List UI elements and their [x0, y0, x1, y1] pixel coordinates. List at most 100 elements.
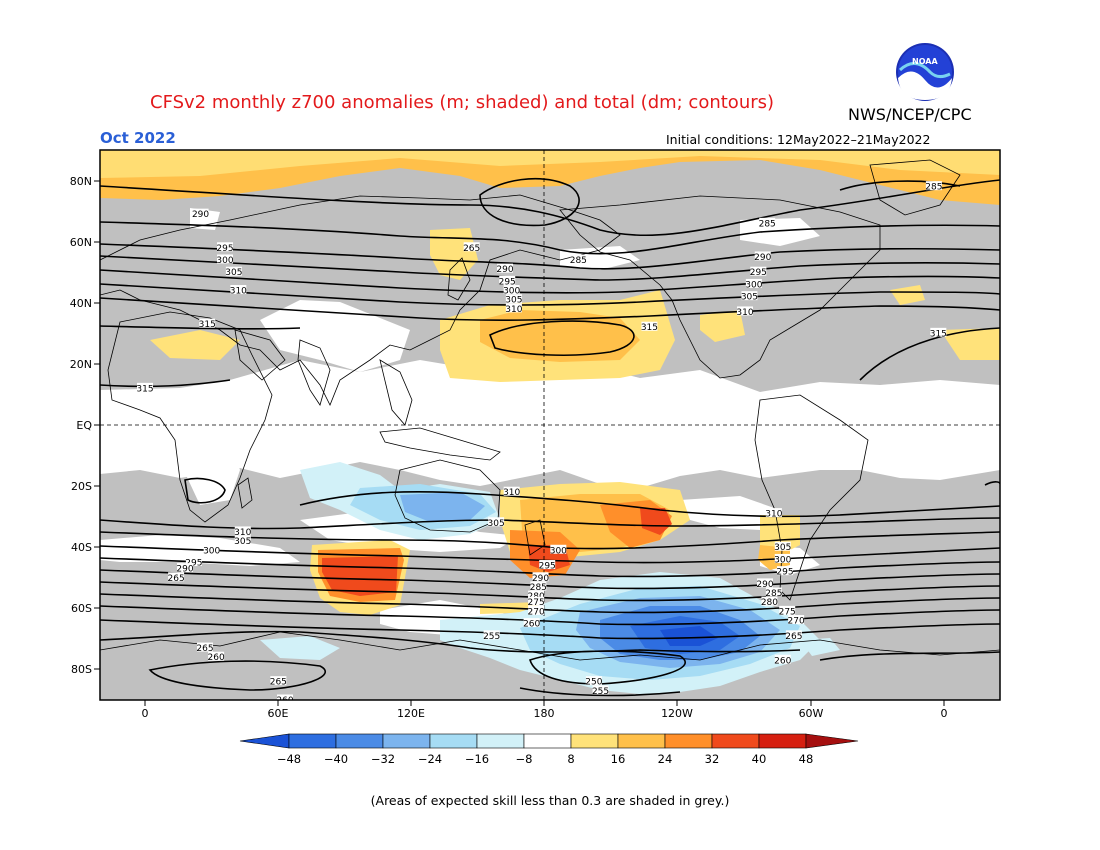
map-panel: 2852902953003053103153152652902953003053… [100, 150, 1000, 700]
contour-label-bg [765, 587, 782, 597]
contour-label: 305 [774, 543, 791, 553]
coast-north-america [559, 195, 881, 379]
contour-label: 295 [216, 244, 233, 254]
contour-label-bg [234, 535, 251, 545]
lon-label: 60E [268, 707, 289, 720]
colorbar-bin [476, 733, 525, 749]
contour-label-bg [203, 544, 220, 554]
contour-label: 260 [208, 653, 225, 663]
contour-label-bg [199, 318, 216, 328]
contour-label-bg [741, 291, 758, 301]
contour-label: 275 [528, 598, 545, 608]
contour-label-bg [532, 572, 549, 582]
contour-label-bg [503, 486, 520, 496]
contour-labels: 2852902953003053103153152652902953003053… [136, 181, 947, 700]
colorbar-bin [617, 733, 666, 749]
colorbar-bin [335, 733, 384, 749]
contour-label-bg [759, 217, 776, 227]
lat-label: 20N [70, 358, 92, 371]
colorbar-bin [429, 733, 478, 749]
contour-label: 290 [496, 265, 513, 275]
colorbar-label: 24 [658, 752, 673, 766]
noaa-logo-text: NOAA [912, 57, 938, 66]
colorbar-label: −24 [418, 752, 442, 766]
colorbar-label: −8 [516, 752, 533, 766]
coast-eurasia [100, 194, 621, 406]
latitude-labels: 80N 60N 40N 20N EQ 20S 40S 60S 80S [70, 175, 93, 676]
contour-label-bg [463, 242, 480, 252]
contour-label-bg [192, 208, 209, 218]
contour-label-bg [488, 517, 505, 527]
contour-label-bg [788, 615, 805, 625]
contour-label: 265 [270, 678, 287, 688]
colorbar-label: 8 [567, 752, 574, 766]
contour-label-bg [774, 654, 791, 664]
contour-label: 315 [199, 320, 216, 330]
contour-label-bg [550, 544, 567, 554]
contour-label: 310 [503, 488, 520, 498]
contour-label-bg [745, 278, 762, 288]
contour-label-bg [779, 605, 796, 615]
colorbar-label: −32 [371, 752, 395, 766]
contour-label-bg [483, 630, 500, 640]
contour-label-bg [528, 590, 545, 600]
contour-label-bg [208, 651, 225, 661]
lat-label: EQ [76, 419, 92, 432]
contour-label: 265 [196, 644, 213, 654]
contour-label: 275 [779, 607, 796, 617]
noaa-logo: NOAA [896, 43, 954, 101]
lat-label: 40S [71, 541, 92, 554]
initial-conditions: Initial conditions: 12May2022–21May2022 [666, 132, 930, 147]
colorbar-label: 16 [611, 752, 626, 766]
contour-label-bg [196, 642, 213, 652]
coast-indonesia [379, 427, 501, 461]
contour-label-bg [925, 181, 942, 191]
contour-label: 285 [765, 589, 782, 599]
lat-label: 80N [70, 175, 92, 188]
contour-label-bg [592, 685, 609, 695]
lon-label: 120E [397, 707, 425, 720]
skill-note: (Areas of expected skill less than 0.3 a… [371, 793, 730, 808]
contour-label: 290 [754, 253, 771, 263]
coast-india [297, 339, 331, 406]
contour-label: 260 [774, 656, 791, 666]
colorbar-label: −40 [324, 752, 348, 766]
contour-label-bg [585, 676, 602, 686]
colorbar: −48 −40 −32 −24 −16 −8 8 16 24 32 40 48 [239, 733, 859, 766]
lat-label: 60S [71, 602, 92, 615]
contour-label: 300 [774, 555, 791, 565]
contour-label: 310 [234, 528, 251, 538]
contour-label: 290 [532, 574, 549, 584]
contour-label-bg [505, 303, 522, 313]
axis-ticks [94, 180, 945, 706]
contour-label: 305 [741, 293, 758, 303]
contour-label: 300 [503, 287, 520, 297]
contour-label-bg [185, 557, 202, 566]
contour-label-bg [774, 541, 791, 551]
contour-label-bg [774, 553, 791, 563]
colorbar-bin [758, 733, 807, 749]
contour-label-bg [496, 263, 513, 273]
contour-label: 310 [765, 510, 782, 520]
colorbar-bin [570, 733, 619, 749]
colorbar-bin [382, 733, 431, 749]
contour-label: 295 [539, 562, 556, 572]
longitude-labels: 0 60E 120E 180 120W 60W 0 [142, 707, 948, 720]
contour-label: 255 [483, 632, 500, 642]
contour-label: 260 [523, 620, 540, 630]
contour-label: 290 [192, 210, 209, 220]
lon-label: 0 [941, 707, 948, 720]
lon-label: 180 [534, 707, 555, 720]
contour-label-bg [137, 382, 153, 392]
contour-label-bg [523, 618, 540, 628]
contour-label-bg [750, 266, 767, 276]
contour-label-bg [761, 596, 778, 606]
contour-label: 305 [505, 296, 522, 306]
lat-label: 80S [71, 663, 92, 676]
colorbar-bin [664, 733, 713, 749]
contour-label: 295 [185, 559, 202, 569]
contour-label: 270 [528, 607, 545, 617]
contour-label: 310 [230, 287, 247, 297]
contour-label: 280 [761, 598, 778, 608]
